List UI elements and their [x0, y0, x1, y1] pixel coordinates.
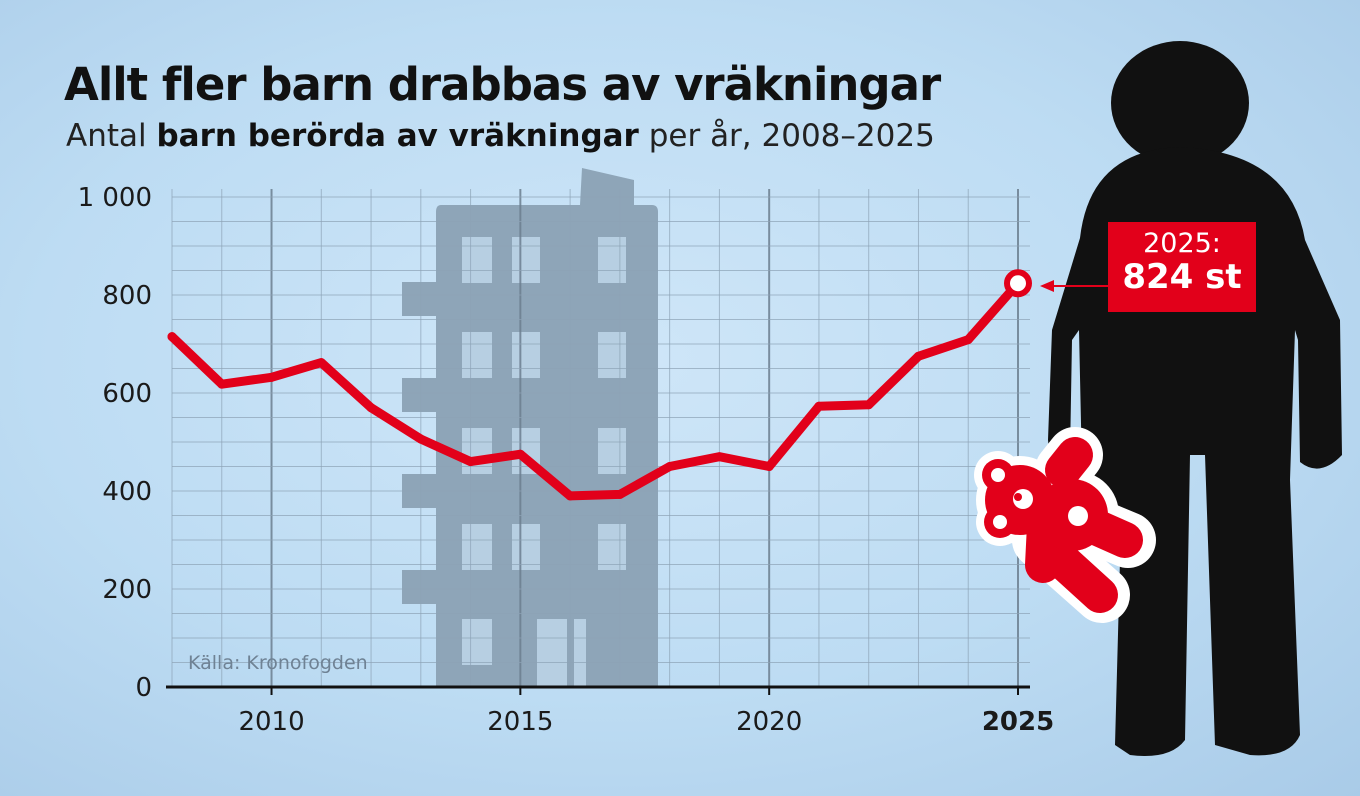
x-tick-label: 2015 — [487, 707, 553, 737]
data-point — [714, 452, 724, 462]
axes: 0 200 400 600 800 1 000 2010 2015 2020 2025 — [78, 183, 1055, 737]
chart-subtitle: Antal barn berörda av vräkningar per år,… — [66, 118, 935, 154]
highlight-marker — [1004, 269, 1032, 298]
subtitle-prefix: Antal — [66, 118, 157, 154]
value-callout: 2025: 824 st — [1108, 222, 1256, 312]
data-point — [416, 434, 426, 444]
y-tick-label: 600 — [102, 379, 152, 409]
y-tick-label: 800 — [102, 281, 152, 311]
data-point — [366, 403, 376, 413]
series-layer — [167, 269, 1032, 501]
callout-arrow — [1040, 280, 1108, 292]
person-silhouette — [1048, 41, 1342, 756]
series-line — [167, 278, 1023, 501]
y-tick-label: 200 — [102, 575, 152, 605]
data-point — [814, 401, 824, 411]
building-silhouette — [402, 168, 658, 687]
y-tick-label: 1 000 — [78, 183, 152, 213]
x-tick-label: 2025 — [982, 707, 1054, 737]
source-label: Källa: Kronofogden — [188, 652, 368, 674]
data-point — [167, 332, 177, 342]
data-point — [466, 457, 476, 467]
subtitle-suffix: per år, 2008–2025 — [638, 118, 935, 154]
data-point — [565, 491, 575, 501]
teddy-bear-icon — [974, 427, 1156, 623]
data-point — [515, 449, 525, 459]
data-point — [913, 351, 923, 361]
data-point — [316, 358, 326, 368]
callout-year: 2025: — [1143, 228, 1221, 259]
data-point — [267, 372, 277, 382]
subtitle-bold: barn berörda av vräkningar — [156, 118, 639, 154]
data-point — [963, 335, 973, 345]
data-point — [615, 489, 625, 499]
callout-value: 824 st — [1122, 257, 1242, 297]
data-point — [217, 379, 227, 389]
x-tick-label: 2020 — [736, 707, 802, 737]
y-tick-label: 0 — [135, 673, 152, 703]
y-tick-label: 400 — [102, 477, 152, 507]
data-point — [665, 462, 675, 471]
x-tick-label: 2010 — [238, 707, 304, 737]
data-point — [864, 400, 874, 410]
data-point — [764, 462, 774, 471]
chart-title: Allt fler barn drabbas av vräkningar — [64, 58, 941, 111]
